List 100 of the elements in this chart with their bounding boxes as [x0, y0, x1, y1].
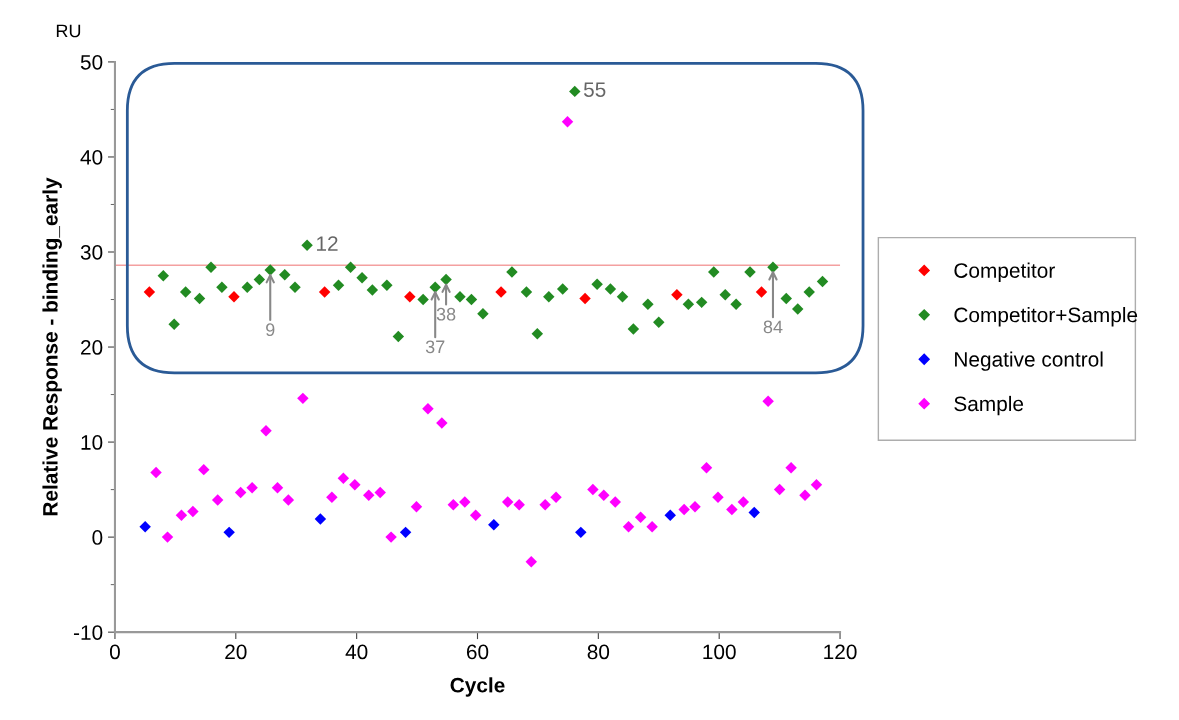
point	[730, 298, 742, 310]
point	[205, 261, 217, 273]
annotation: 9	[266, 323, 275, 337]
point	[539, 499, 551, 511]
point	[385, 531, 397, 543]
point	[700, 462, 713, 474]
point	[495, 286, 507, 298]
point	[513, 499, 525, 511]
point	[246, 481, 258, 494]
point	[689, 500, 701, 513]
point	[150, 466, 162, 479]
point	[143, 286, 156, 298]
legend-label: Sample	[954, 395, 1024, 416]
point	[780, 292, 792, 305]
point	[604, 283, 617, 295]
point	[501, 496, 514, 508]
point	[744, 266, 756, 278]
point	[271, 481, 284, 494]
point	[344, 261, 357, 273]
point	[198, 463, 210, 476]
x-axis-title: Cycle	[450, 677, 505, 697]
point	[253, 273, 266, 286]
point	[193, 292, 206, 305]
point	[525, 556, 537, 568]
point	[326, 491, 338, 503]
point	[211, 494, 224, 506]
point	[337, 472, 350, 484]
y-tick-label: 10	[81, 435, 103, 450]
point	[506, 266, 518, 278]
annotation: 84	[763, 320, 783, 334]
point	[417, 293, 429, 306]
x-tick-label: 80	[587, 644, 610, 660]
point	[682, 298, 695, 310]
point	[520, 286, 533, 298]
point	[575, 526, 587, 539]
point	[282, 494, 295, 506]
point	[561, 116, 574, 128]
point	[297, 392, 309, 405]
point	[332, 279, 345, 291]
point	[234, 486, 247, 499]
point	[157, 270, 170, 282]
point	[792, 303, 804, 315]
point	[477, 308, 489, 320]
point	[653, 316, 665, 329]
point	[587, 483, 599, 496]
point	[785, 462, 797, 474]
point	[366, 284, 379, 296]
y-tick-label: 0	[92, 530, 103, 545]
point	[314, 513, 327, 525]
point	[627, 323, 640, 335]
point	[381, 279, 393, 291]
point	[755, 286, 768, 298]
point	[469, 509, 482, 521]
point	[569, 85, 581, 98]
point	[410, 500, 423, 513]
point	[436, 417, 448, 429]
point	[399, 526, 412, 539]
point	[678, 503, 690, 516]
x-tick-label: 60	[466, 644, 489, 660]
point	[591, 278, 603, 291]
point	[712, 491, 724, 503]
point	[392, 330, 405, 343]
point	[616, 290, 629, 303]
point	[301, 239, 313, 252]
point	[634, 511, 647, 523]
annotation: 55	[583, 82, 606, 97]
x-tick-label: 100	[703, 644, 736, 660]
point	[671, 289, 683, 301]
point	[260, 424, 272, 437]
point	[356, 271, 368, 284]
point	[622, 520, 635, 533]
point	[695, 296, 708, 309]
y-tick-label: 40	[80, 149, 103, 165]
point	[349, 479, 361, 491]
point	[447, 499, 460, 511]
point	[374, 486, 386, 499]
annotation: 37	[425, 340, 445, 354]
point	[816, 275, 829, 288]
point	[762, 395, 774, 407]
x-tick-label: 0	[109, 644, 120, 660]
point	[642, 298, 654, 310]
point	[737, 496, 750, 508]
point	[459, 496, 471, 508]
point	[139, 520, 151, 533]
y-tick-label: 30	[80, 245, 103, 260]
point	[228, 290, 240, 303]
point	[179, 286, 192, 298]
point	[241, 281, 254, 293]
point	[579, 292, 591, 305]
point	[488, 519, 500, 531]
point	[454, 290, 466, 303]
point	[646, 520, 658, 533]
y-tick-label: 50	[80, 54, 103, 70]
x-tick-label: 40	[345, 644, 368, 660]
point	[531, 328, 544, 340]
point	[799, 489, 811, 502]
point	[318, 286, 331, 298]
point	[719, 289, 731, 301]
point	[803, 286, 815, 298]
point	[289, 281, 301, 293]
